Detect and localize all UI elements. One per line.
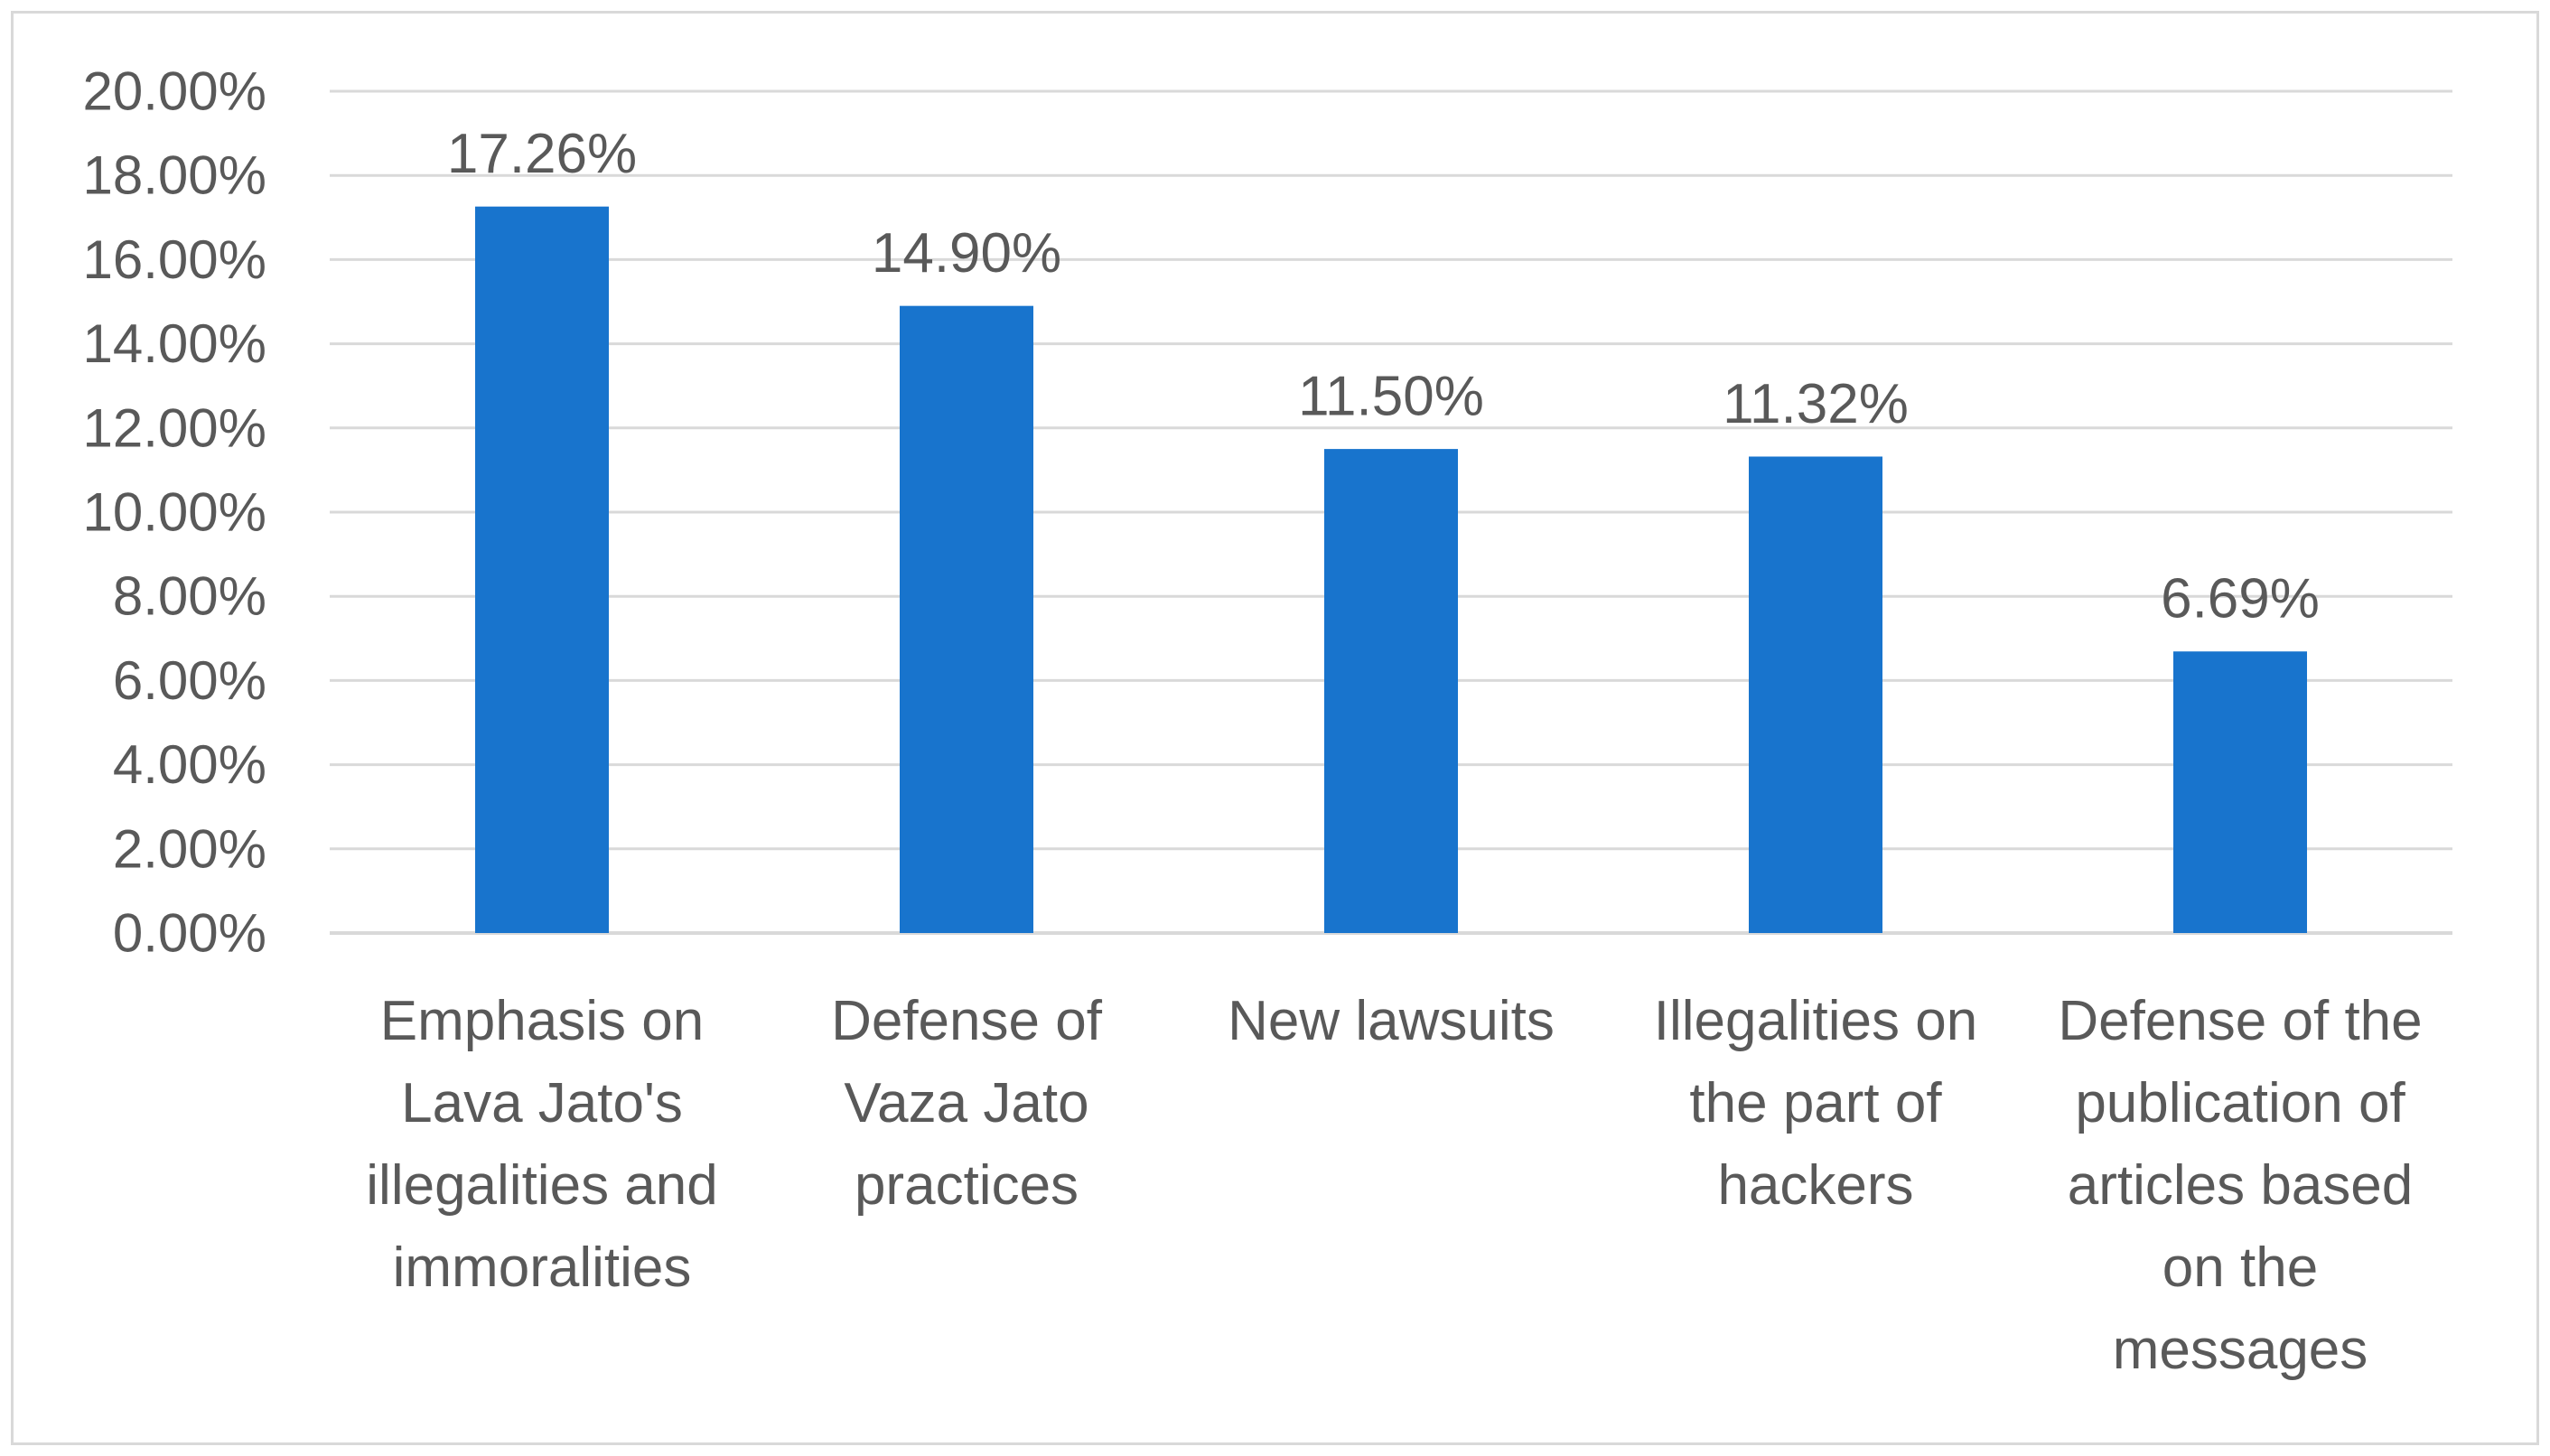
category-label-line: Vaza Jato: [844, 1072, 1088, 1134]
x-axis-category-labels: Emphasis on Lava Jato's illegalities and im…: [366, 990, 2422, 1381]
category-label: Illegalities on the part of hackers: [1654, 990, 1977, 1217]
y-tick-label: 0.00%: [113, 903, 266, 964]
data-label: 14.90%: [872, 222, 1061, 285]
category-label-line: Lava Jato's: [401, 1072, 683, 1134]
data-label: 11.32%: [1723, 373, 1909, 435]
category-label-line: New lawsuits: [1228, 990, 1555, 1052]
data-label: 6.69%: [2161, 568, 2320, 630]
category-label-line: messages: [2113, 1319, 2368, 1381]
category-label-line: illegalities and: [366, 1154, 717, 1217]
category-label-line: Defense of: [831, 990, 1103, 1052]
category-label-line: immoralities: [393, 1237, 692, 1299]
bar: [2173, 651, 2307, 933]
category-label-line: Illegalities on: [1654, 990, 1977, 1052]
data-labels: 17.26% 14.90% 11.50% 11.32% 6.69%: [447, 123, 2320, 630]
bar: [475, 206, 609, 933]
category-label-line: Defense of the: [2058, 990, 2422, 1052]
y-tick-label: 20.00%: [83, 61, 267, 122]
bar: [1749, 456, 1882, 933]
y-tick-label: 8.00%: [113, 566, 266, 627]
category-label-line: Emphasis on: [380, 990, 704, 1052]
bar: [1324, 449, 1458, 934]
y-tick-label: 6.00%: [113, 650, 266, 711]
data-label: 11.50%: [1298, 366, 1484, 428]
y-tick-label: 12.00%: [83, 397, 267, 458]
category-label: Defense of the publication of articles bas…: [2058, 990, 2422, 1381]
category-label-line: articles based: [2068, 1154, 2414, 1217]
category-label-line: publication of: [2075, 1072, 2405, 1134]
gridlines: [330, 89, 2452, 935]
y-tick-label: 16.00%: [83, 229, 267, 290]
category-label-line: on the: [2162, 1237, 2318, 1299]
category-label-line: practices: [855, 1154, 1079, 1217]
category-label: Defense of Vaza Jato practices: [831, 990, 1103, 1217]
bar: [900, 305, 1033, 933]
category-label-line: hackers: [1717, 1154, 1913, 1217]
chart-frame: [11, 11, 2539, 1445]
y-axis-tick-labels: 0.00% 2.00% 4.00% 6.00% 8.00% 10.00% 12.00% 14.…: [83, 61, 267, 964]
y-tick-label: 14.00%: [83, 313, 267, 374]
y-tick-label: 18.00%: [83, 145, 267, 206]
category-label: New lawsuits: [1228, 990, 1555, 1052]
data-label: 17.26%: [447, 123, 637, 185]
category-label: Emphasis on Lava Jato's illegalities and im…: [366, 990, 717, 1299]
y-tick-label: 4.00%: [113, 734, 266, 795]
category-label-line: the part of: [1689, 1072, 1942, 1134]
bars: [475, 206, 2307, 934]
y-tick-label: 10.00%: [83, 482, 267, 543]
y-tick-label: 2.00%: [113, 818, 266, 879]
